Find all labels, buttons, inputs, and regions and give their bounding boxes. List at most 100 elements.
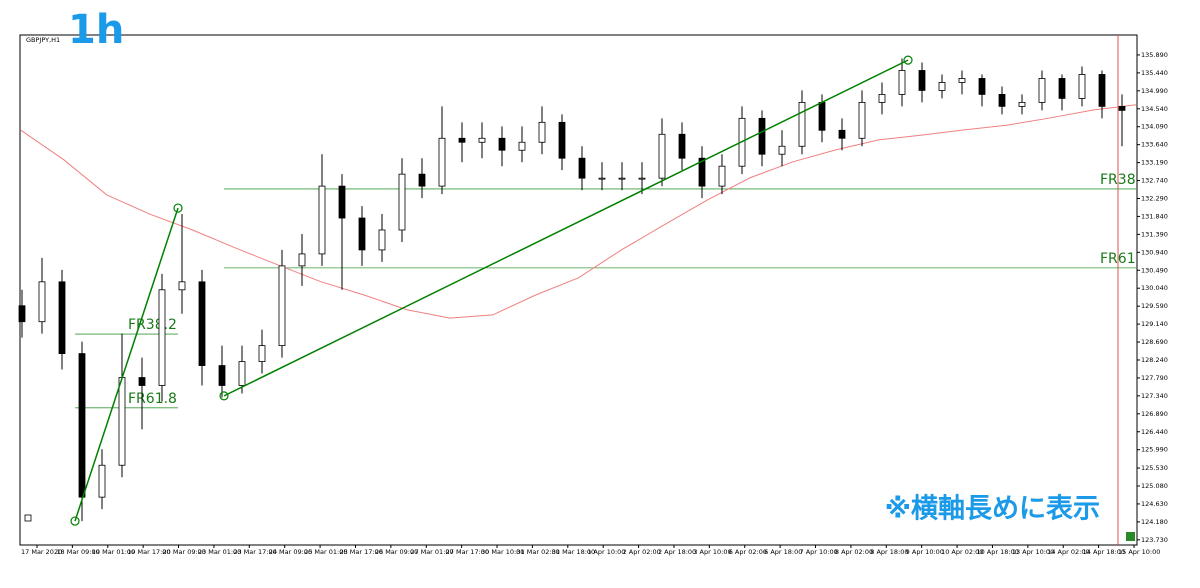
candle-body [958, 78, 966, 83]
candle-body [598, 177, 606, 180]
candle-body [1098, 74, 1106, 107]
candle-body [58, 281, 66, 355]
candle-body [78, 353, 86, 498]
trend-line [223, 59, 909, 397]
badge: 1h [68, 7, 124, 53]
x-tick-label: 17 Mar 2020 [21, 548, 62, 556]
x-tick-label: 25 Mar 17:00 [339, 548, 382, 556]
y-tick-label: 135.890 [1141, 51, 1168, 59]
candle-body [878, 94, 886, 103]
candle-body [238, 361, 246, 386]
fib-label: FR61 [1100, 251, 1136, 267]
y-tick-label: 123.730 [1141, 536, 1168, 544]
candle-body [1018, 101, 1026, 107]
fib-label: FR38.2 [128, 317, 177, 333]
y-tick-label: 130.940 [1141, 248, 1168, 256]
x-tick-label: 8 Apr 18:00 [870, 548, 908, 556]
x-tick-label: 2 Apr 02:00 [623, 548, 661, 556]
y-tick-label: 131.390 [1141, 230, 1168, 238]
x-tick-label: 19 Mar 01:00 [92, 548, 135, 556]
candle-body [418, 173, 426, 187]
y-tick-label: 131.840 [1141, 212, 1168, 220]
candle-body [718, 165, 726, 187]
candle-body [258, 345, 266, 362]
candle-body [1038, 78, 1046, 103]
x-tick-label: 10 Apr 18:00 [976, 548, 1018, 556]
x-tick-label: 19 Mar 17:00 [127, 548, 170, 556]
candle-body [538, 121, 546, 143]
candle-body [558, 121, 566, 159]
y-tick-label: 127.340 [1141, 392, 1168, 400]
candle-body [498, 137, 506, 151]
candle-body [1078, 74, 1086, 99]
y-tick-label: 132.740 [1141, 177, 1168, 185]
trend-point [219, 391, 229, 401]
y-tick-label: 133.190 [1141, 159, 1168, 167]
note: ※横軸長めに表示 [885, 494, 1100, 525]
y-tick-label: 134.540 [1141, 105, 1168, 113]
candle-body [658, 133, 666, 179]
candle-body [18, 305, 26, 323]
x-tick-label: 31 Mar 02:00 [516, 548, 559, 556]
y-tick-label: 125.080 [1141, 482, 1168, 490]
x-tick-label: 10 Apr 02:00 [941, 548, 983, 556]
y-tick-label: 128.240 [1141, 356, 1168, 364]
candle-body [38, 281, 46, 323]
candle-body [338, 185, 346, 219]
trend-line [74, 207, 179, 522]
candle-body [898, 70, 906, 95]
candle-body [438, 137, 446, 187]
x-tick-label: 6 Apr 18:00 [764, 548, 802, 556]
fib-label: FR61.8 [128, 391, 177, 407]
candle-body [178, 281, 186, 291]
candle-body [158, 289, 166, 386]
candle-body [918, 70, 926, 91]
x-tick-label: 14 Apr 02:00 [1047, 548, 1089, 556]
y-tick-label: 126.440 [1141, 428, 1168, 436]
x-tick-label: 6 Apr 02:00 [729, 548, 767, 556]
candle-body [798, 101, 806, 147]
x-tick-label: 25 Mar 01:00 [304, 548, 347, 556]
y-tick-label: 134.990 [1141, 87, 1168, 95]
trend-point [70, 516, 80, 526]
candle-body [838, 129, 846, 139]
candle-body [678, 133, 686, 159]
symbol-label: GBPJPY,H1 [26, 36, 60, 44]
y-tick-label: 124.630 [1141, 500, 1168, 508]
x-tick-label: 1 Apr 10:00 [587, 548, 625, 556]
candle-body [318, 185, 326, 255]
trend-point [903, 55, 913, 65]
y-tick-label: 126.890 [1141, 410, 1168, 418]
candle-body [1058, 78, 1066, 99]
y-tick-label: 134.090 [1141, 123, 1168, 131]
candle-body [298, 253, 306, 267]
candle-body [858, 101, 866, 139]
y-tick-label: 133.640 [1141, 141, 1168, 149]
y-tick-label: 125.990 [1141, 446, 1168, 454]
candle-body [818, 101, 826, 131]
candle-body [1118, 105, 1126, 111]
candle-body [98, 464, 106, 498]
x-tick-label: 30 Mar 10:00 [481, 548, 524, 556]
x-tick-label: 23 Mar 01:00 [198, 548, 241, 556]
x-tick-label: 27 Mar 01:00 [410, 548, 453, 556]
candle-body [138, 377, 146, 386]
y-tick-label: 129.590 [1141, 302, 1168, 310]
plot-frame [19, 34, 1138, 546]
marker-square [1126, 532, 1135, 541]
y-tick-label: 127.790 [1141, 374, 1168, 382]
y-tick-label: 132.290 [1141, 194, 1168, 202]
y-tick-label: 124.180 [1141, 518, 1168, 526]
candle-body [118, 377, 126, 466]
x-tick-label: 15 Apr 10:00 [1118, 548, 1160, 556]
y-tick-label: 135.440 [1141, 69, 1168, 77]
candle-body [758, 117, 766, 155]
y-tick-label: 128.690 [1141, 338, 1168, 346]
x-tick-label: 3 Apr 10:00 [693, 548, 731, 556]
x-tick-label: 2 Apr 18:00 [658, 548, 696, 556]
moving-average [20, 104, 1137, 319]
x-tick-label: 18 Mar 09:00 [56, 548, 99, 556]
x-tick-label: 24 Mar 09:00 [269, 548, 312, 556]
candle-body [698, 157, 706, 187]
